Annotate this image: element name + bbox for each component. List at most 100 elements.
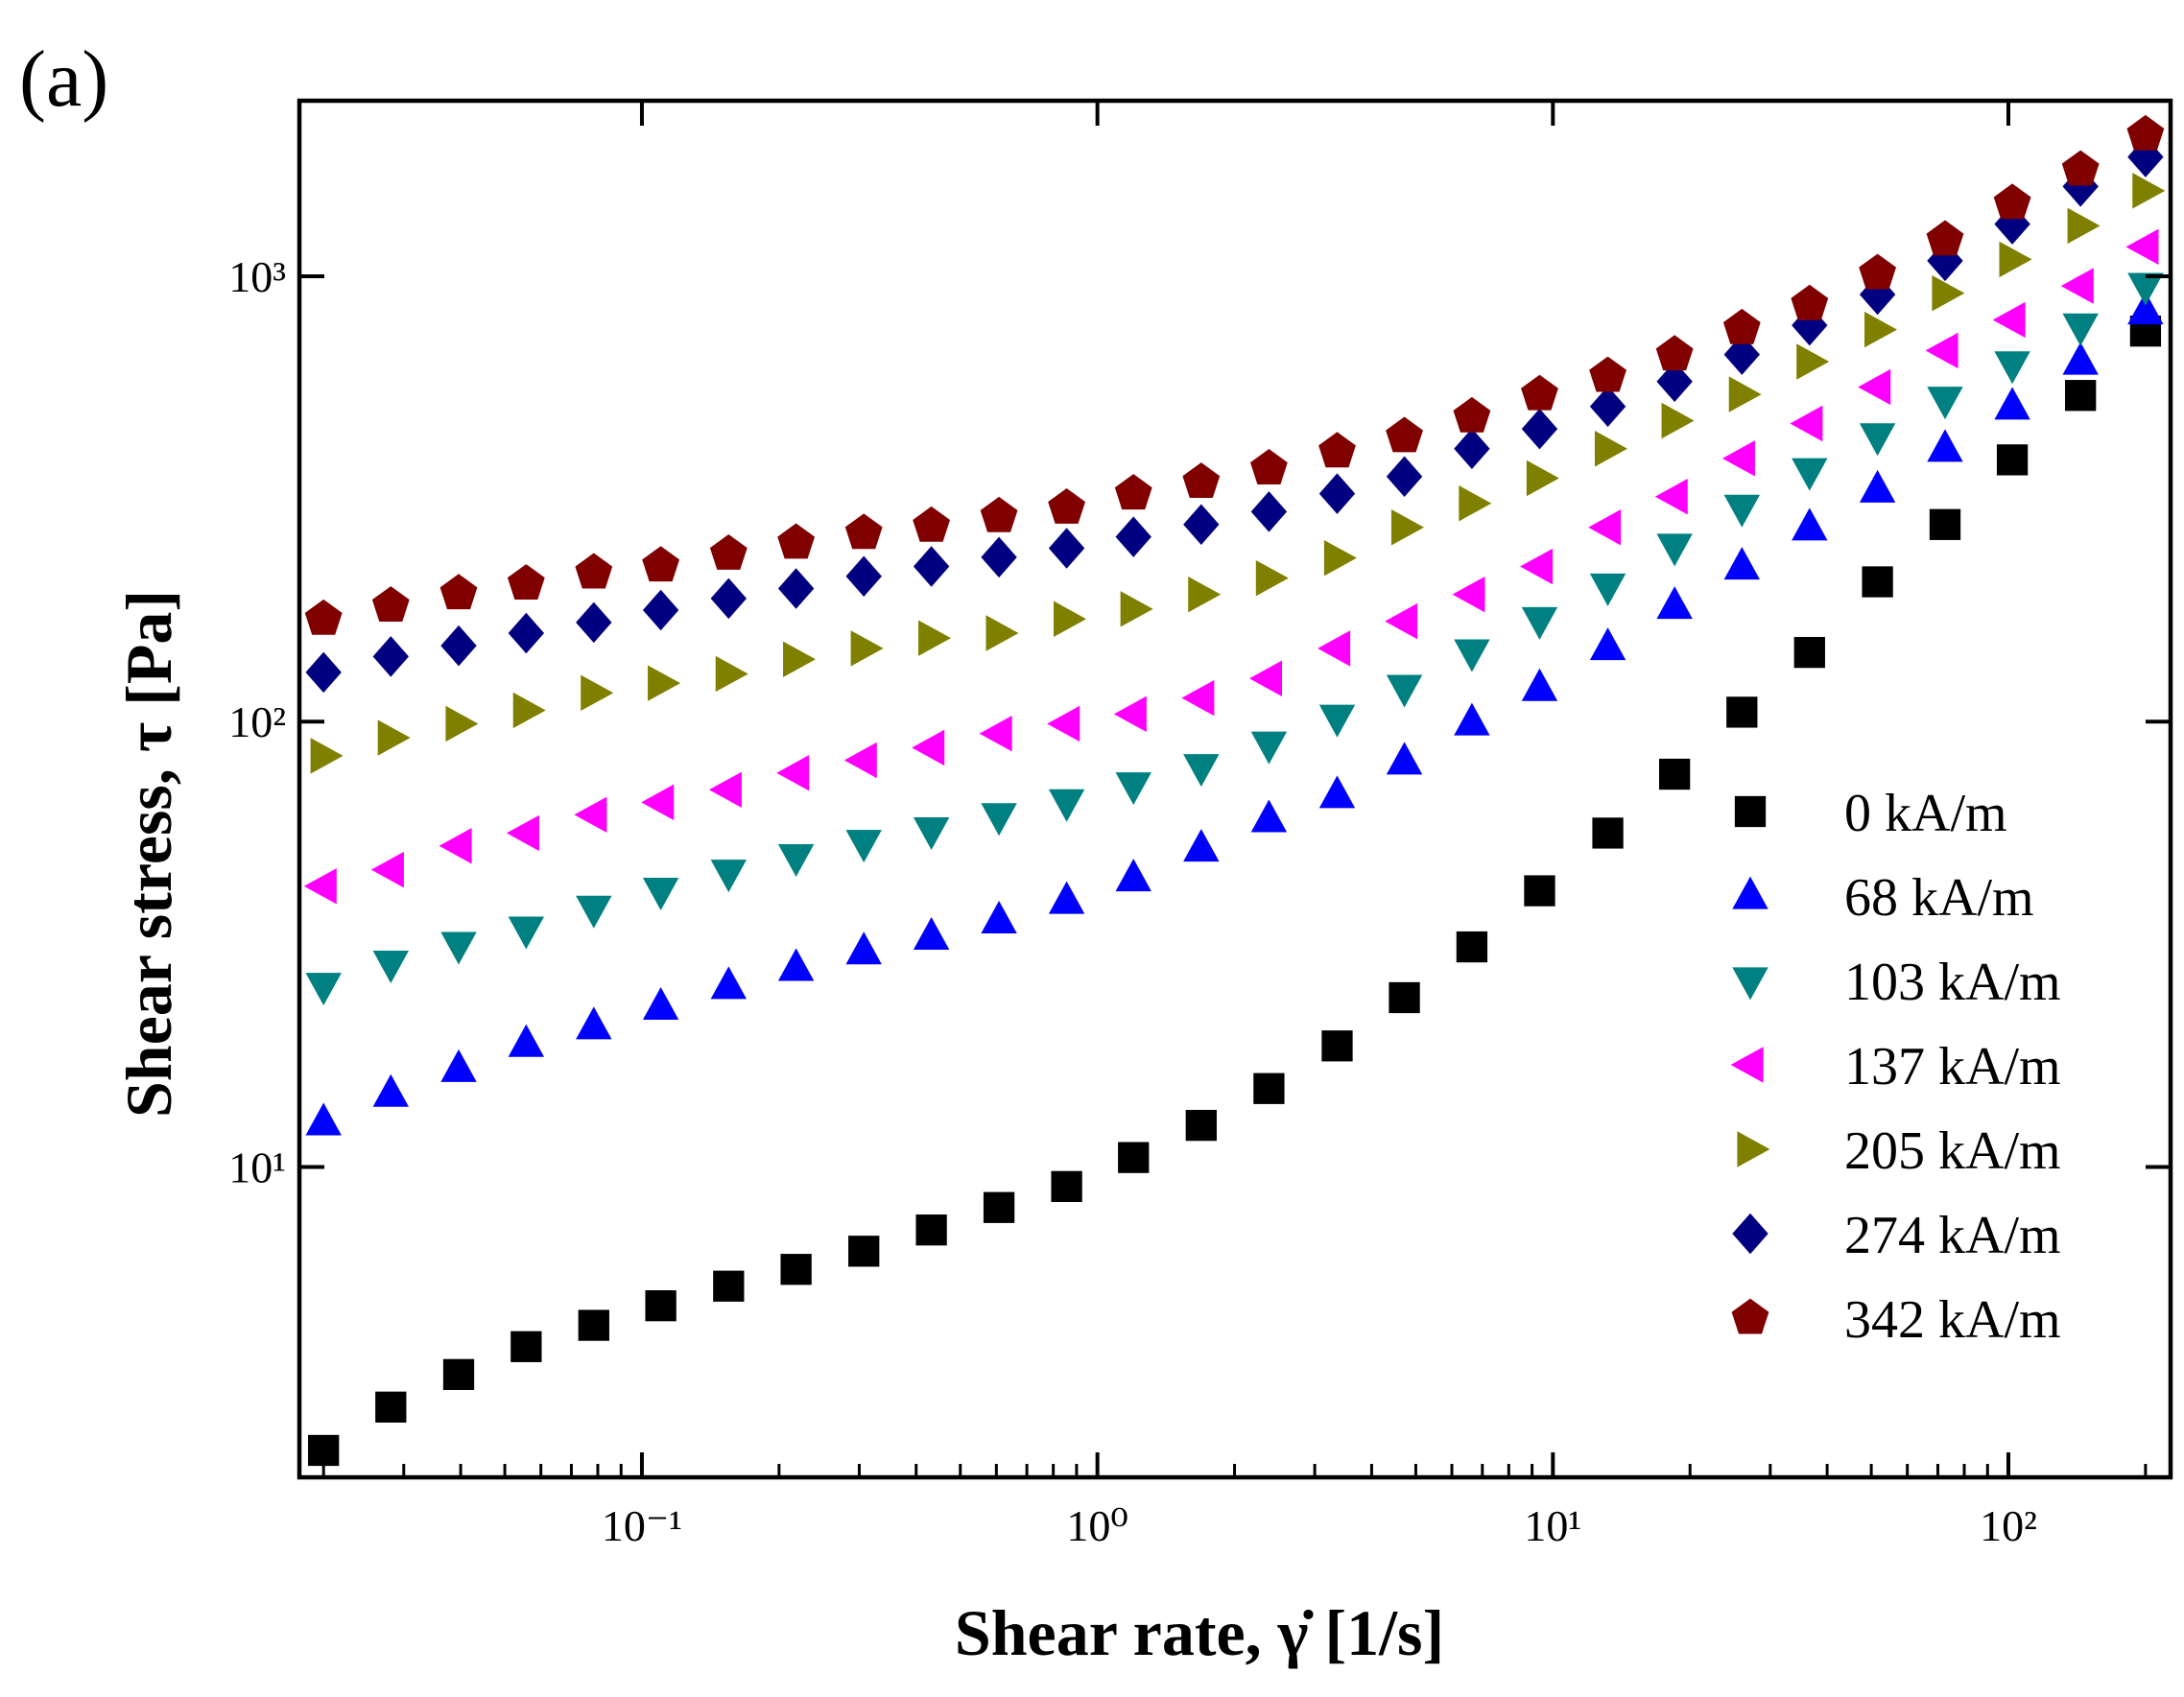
data-point <box>1661 402 1695 439</box>
data-point <box>512 692 546 729</box>
y-tick-label: 10³ <box>228 252 286 301</box>
data-point <box>777 948 815 981</box>
data-point <box>1793 636 1825 669</box>
x-tick-label: 10⁰ <box>1066 1501 1128 1550</box>
data-point <box>1520 548 1554 585</box>
data-point <box>1589 573 1626 606</box>
data-point <box>2126 114 2165 151</box>
data-point <box>1183 829 1220 862</box>
data-point <box>642 546 680 582</box>
data-point <box>1053 601 1086 637</box>
data-point <box>845 830 882 863</box>
data-point <box>2060 268 2094 304</box>
data-point <box>439 574 478 610</box>
data-point <box>1386 742 1423 775</box>
data-point <box>1929 508 1961 540</box>
data-point <box>371 586 410 622</box>
data-point <box>1862 566 1893 598</box>
data-point <box>2062 313 2099 346</box>
legend-marker <box>1732 1213 1769 1255</box>
legend-label: 68 kA/m <box>1844 868 2034 928</box>
data-point <box>1792 458 1828 491</box>
data-point <box>1992 301 2026 339</box>
data-point <box>1454 428 1490 469</box>
data-point <box>576 895 612 929</box>
data-point <box>1654 479 1688 515</box>
data-point <box>1249 660 1283 696</box>
data-point <box>1588 509 1622 546</box>
data-point <box>1115 859 1151 892</box>
data-point <box>1048 789 1085 822</box>
data-point <box>1454 639 1490 672</box>
legend-marker <box>1734 795 1767 828</box>
data-point <box>1321 1030 1353 1062</box>
data-point <box>983 1191 1015 1223</box>
data-point <box>576 601 612 644</box>
data-point <box>1656 361 1693 403</box>
data-point <box>574 796 607 833</box>
data-point <box>1994 387 2030 420</box>
data-point <box>1994 351 2030 385</box>
data-point <box>1594 431 1627 467</box>
data-point <box>709 534 748 570</box>
data-point <box>375 1391 407 1423</box>
data-point <box>1114 474 1152 510</box>
data-point <box>777 523 816 559</box>
data-point <box>1113 695 1147 733</box>
data-point <box>981 536 1017 578</box>
data-point <box>1792 507 1828 541</box>
x-tick-label: 10² <box>1980 1501 2037 1550</box>
data-point <box>641 784 675 821</box>
data-point <box>2062 342 2099 375</box>
data-point <box>1723 547 1761 580</box>
data-point <box>1250 491 1288 532</box>
data-point <box>645 1290 677 1322</box>
data-point <box>2065 380 2097 412</box>
data-point <box>1051 1170 1082 1202</box>
data-point <box>913 506 951 542</box>
data-point <box>575 553 613 589</box>
data-point <box>508 612 545 654</box>
data-point <box>1859 423 1896 457</box>
data-point <box>1721 440 1755 477</box>
data-point <box>507 564 545 600</box>
data-point <box>578 1309 609 1341</box>
data-point <box>1526 460 1559 497</box>
data-point <box>445 705 479 742</box>
data-point <box>1386 674 1423 708</box>
data-point <box>1728 376 1762 412</box>
data-point <box>1927 429 1963 462</box>
data-point <box>979 716 1012 752</box>
data-point <box>1120 591 1153 627</box>
data-point <box>1589 627 1626 661</box>
data-point <box>440 1049 477 1082</box>
data-point <box>850 630 884 667</box>
data-point <box>1859 253 1897 290</box>
legend-label: 274 kA/m <box>1844 1206 2061 1265</box>
data-point <box>508 916 545 950</box>
data-point <box>1521 668 1558 701</box>
data-point <box>708 771 742 808</box>
data-point <box>1048 487 1085 524</box>
y-tick-label: 10² <box>228 697 286 746</box>
data-point <box>1926 220 1964 256</box>
data-point <box>918 620 952 656</box>
data-point <box>1048 528 1085 569</box>
x-tick-label: 10¹ <box>1524 1501 1581 1550</box>
data-point <box>310 738 344 774</box>
data-point <box>844 513 883 550</box>
data-point <box>1390 509 1424 546</box>
data-point <box>1999 241 2032 278</box>
data-point <box>2132 173 2166 209</box>
data-point <box>783 641 817 677</box>
data-point <box>1927 387 1963 420</box>
data-point <box>777 568 815 609</box>
data-point <box>1726 696 1758 728</box>
data-point <box>1521 606 1558 640</box>
data-point <box>305 973 342 1006</box>
panel-label: (a) <box>19 35 108 124</box>
data-point <box>642 589 679 631</box>
data-point <box>2061 150 2100 186</box>
data-point <box>303 868 337 905</box>
data-point <box>985 615 1019 651</box>
